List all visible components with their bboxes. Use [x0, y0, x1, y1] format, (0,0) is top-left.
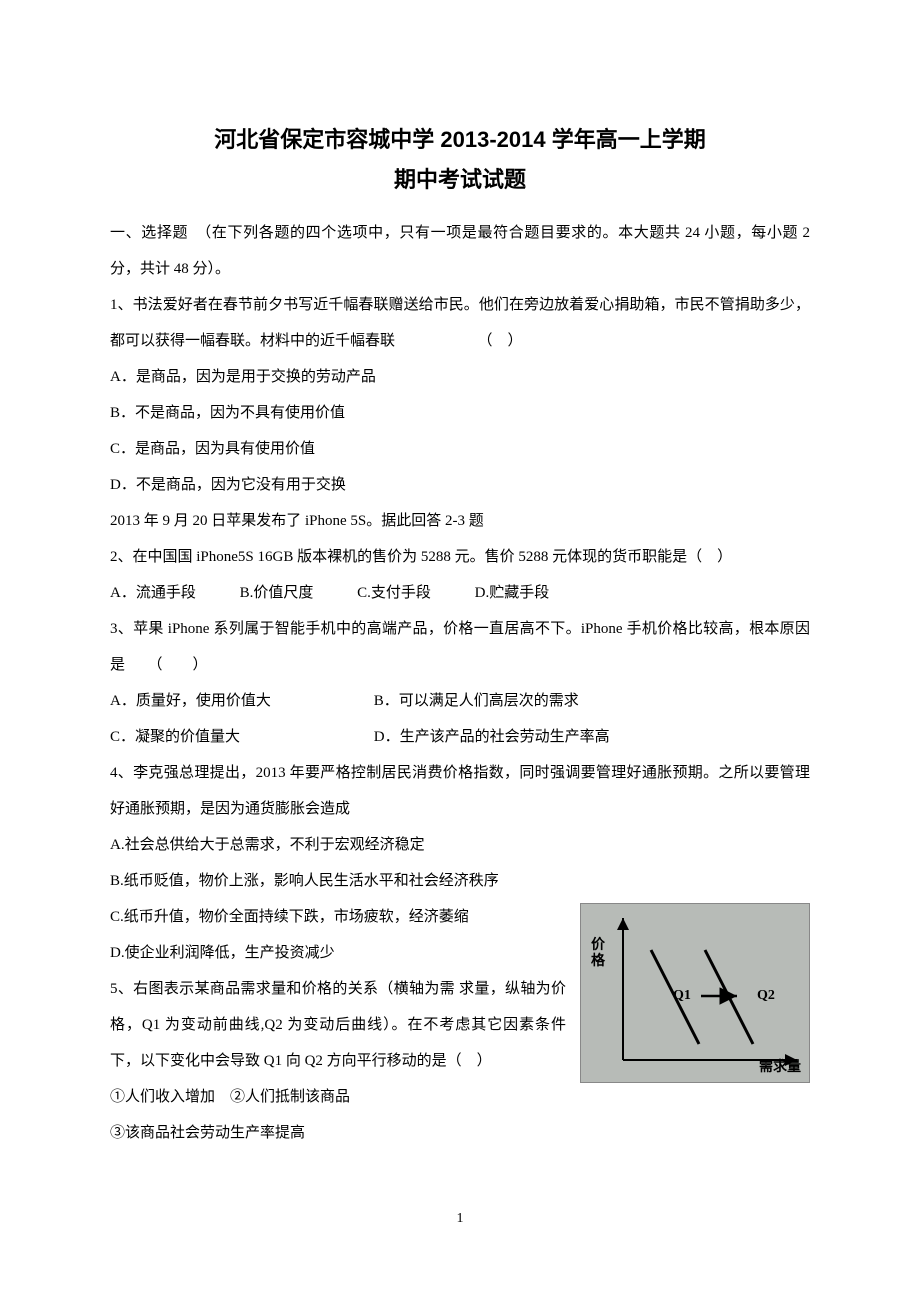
y-axis-label-text: 价格 — [591, 938, 605, 968]
q2-option-a: A．流通手段 — [110, 585, 196, 601]
q5-options-line2: ③该商品社会劳动生产率提高 — [110, 1115, 566, 1151]
q1-option-d: D．不是商品，因为它没有用于交换 — [110, 467, 810, 503]
page-number: 1 — [110, 1211, 810, 1227]
q3-options-row2: C．凝聚的价值量大 D．生产该产品的社会劳动生产率高 — [110, 719, 810, 755]
q3-option-b: B．可以满足人们高层次的需求 — [374, 693, 579, 709]
q1-option-c: C．是商品，因为具有使用价值 — [110, 431, 810, 467]
q4-option-b: B.纸币贬值，物价上涨，影响人民生活水平和社会经济秩序 — [110, 863, 810, 899]
q5-block: 价格 需求量 Q1 Q2 C.纸币升值，物价全面持续下跌，市场疲软，经济萎缩 D… — [110, 899, 810, 1151]
q5-options-line1: ①人们收入增加 ②人们抵制该商品 — [110, 1079, 566, 1115]
title-line1: 河北省保定市容城中学 2013-2014 学年高一上学期 — [110, 120, 810, 160]
q2-options: A．流通手段 B.价值尺度 C.支付手段 D.贮藏手段 — [110, 575, 810, 611]
q1-option-b: B．不是商品，因为不具有使用价值 — [110, 395, 810, 431]
q2-option-c: C.支付手段 — [357, 585, 431, 601]
q4-option-a: A.社会总供给大于总需求，不利于宏观经济稳定 — [110, 827, 810, 863]
q3-option-c: C．凝聚的价值量大 — [110, 719, 370, 755]
figure-canvas: 价格 需求量 Q1 Q2 — [580, 903, 810, 1083]
q2-option-b: B.价值尺度 — [240, 585, 314, 601]
exam-page: 河北省保定市容城中学 2013-2014 学年高一上学期 期中考试试题 一、选择… — [0, 0, 920, 1287]
q1-curve-label: Q1 — [673, 988, 691, 1004]
q4-option-c: C.纸币升值，物价全面持续下跌，市场疲软，经济萎缩 — [110, 899, 566, 935]
q1-stem: 1、书法爱好者在春节前夕书写近千幅春联赠送给市民。他们在旁边放着爱心捐助箱，市民… — [110, 287, 810, 359]
q3-stem: 3、苹果 iPhone 系列属于智能手机中的高端产品，价格一直居高不下。iPho… — [110, 611, 810, 683]
q3-option-d: D．生产该产品的社会劳动生产率高 — [374, 729, 610, 745]
q2-context: 2013 年 9 月 20 日苹果发布了 iPhone 5S。据此回答 2-3 … — [110, 503, 810, 539]
q1-option-a: A．是商品，因为是用于交换的劳动产品 — [110, 359, 810, 395]
section1-heading: 一、选择题 （在下列各题的四个选项中，只有一项是最符合题目要求的。本大题共 24… — [110, 215, 810, 287]
title-line2: 期中考试试题 — [110, 160, 810, 200]
demand-curve-figure: 价格 需求量 Q1 Q2 — [580, 903, 810, 1083]
q2-curve-label: Q2 — [757, 988, 775, 1004]
q4-stem: 4、李克强总理提出，2013 年要严格控制居民消费价格指数，同时强调要管理好通胀… — [110, 755, 810, 827]
q2-option-d: D.贮藏手段 — [475, 585, 550, 601]
q5-stem: 5、右图表示某商品需求量和价格的关系（横轴为需 求量，纵轴为价格，Q1 为变动前… — [110, 971, 566, 1079]
x-axis-label: 需求量 — [759, 1056, 801, 1076]
q2-stem: 2、在中国国 iPhone5S 16GB 版本裸机的售价为 5288 元。售价 … — [110, 539, 810, 575]
y-axis-label: 价格 — [591, 938, 605, 969]
q3-options-row1: A．质量好，使用价值大 B．可以满足人们高层次的需求 — [110, 683, 810, 719]
q3-option-a: A．质量好，使用价值大 — [110, 683, 370, 719]
q4-option-d: D.使企业利润降低，生产投资减少 — [110, 935, 566, 971]
